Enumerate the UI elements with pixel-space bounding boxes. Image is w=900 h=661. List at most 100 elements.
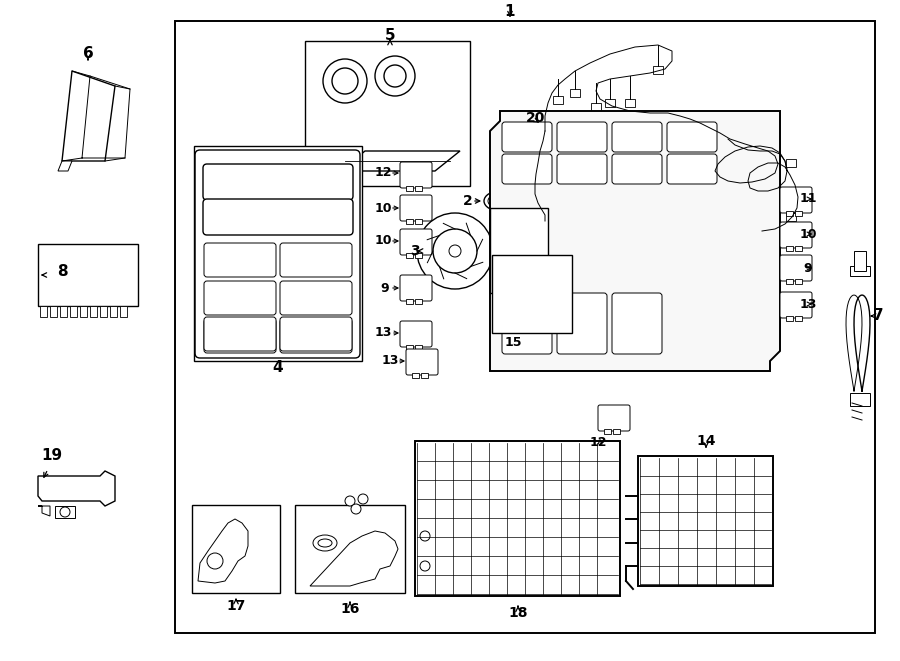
Polygon shape [850,393,870,406]
Text: 11: 11 [799,192,817,206]
FancyBboxPatch shape [557,154,607,184]
Text: 13: 13 [374,327,392,340]
Bar [305,41,470,186]
FancyBboxPatch shape [280,243,352,277]
Polygon shape [854,251,866,271]
Bar [795,279,802,284]
Bar [492,255,572,333]
FancyBboxPatch shape [400,229,432,255]
Text: 3: 3 [410,244,419,258]
Polygon shape [62,71,115,161]
Polygon shape [58,161,72,171]
FancyBboxPatch shape [400,275,432,301]
Polygon shape [38,471,115,506]
Bar [406,253,413,258]
FancyBboxPatch shape [667,154,717,184]
Bar [192,505,280,593]
Polygon shape [490,111,780,371]
Text: 17: 17 [226,599,246,613]
Bar [604,429,611,434]
Bar [406,345,413,350]
Bar [412,373,419,378]
Bar [653,66,663,74]
Bar [90,306,97,317]
Circle shape [207,553,223,569]
Bar [50,306,57,317]
Polygon shape [340,151,460,171]
Ellipse shape [484,191,516,211]
Circle shape [384,65,406,87]
Text: 13: 13 [799,297,816,311]
Text: 18: 18 [508,606,527,620]
Bar [786,246,793,251]
Bar [194,146,362,361]
Bar [406,299,413,304]
Text: 1: 1 [505,3,515,19]
Polygon shape [55,506,75,518]
Circle shape [332,68,358,94]
Bar [60,306,67,317]
Text: 8: 8 [57,264,68,278]
Bar [38,244,138,306]
FancyBboxPatch shape [612,122,662,152]
Polygon shape [310,531,398,586]
FancyBboxPatch shape [598,405,630,431]
Bar [415,441,620,596]
Bar [786,187,796,195]
Circle shape [502,196,512,206]
Polygon shape [38,506,50,516]
Bar [40,306,47,317]
Circle shape [60,507,70,517]
Circle shape [323,59,367,103]
FancyBboxPatch shape [400,195,432,221]
Text: 9: 9 [804,262,813,274]
FancyBboxPatch shape [612,293,662,354]
FancyBboxPatch shape [557,122,607,152]
Circle shape [533,122,541,130]
Bar [786,316,793,321]
FancyBboxPatch shape [502,154,552,184]
Text: 20: 20 [526,111,545,125]
Bar [175,21,875,633]
FancyBboxPatch shape [612,154,662,184]
Text: 6: 6 [83,46,94,61]
FancyBboxPatch shape [502,293,552,354]
Text: 7: 7 [873,309,883,323]
Circle shape [433,229,477,273]
Text: 2: 2 [464,194,472,208]
Circle shape [488,196,498,206]
Bar [553,96,563,104]
Bar [415,345,422,350]
FancyBboxPatch shape [280,281,352,315]
FancyBboxPatch shape [203,164,353,200]
FancyBboxPatch shape [400,162,432,188]
FancyBboxPatch shape [557,293,607,354]
Bar [795,316,802,321]
FancyBboxPatch shape [780,255,812,281]
Circle shape [449,245,461,257]
Bar [120,306,127,317]
FancyBboxPatch shape [280,319,352,353]
Text: 12: 12 [590,436,607,449]
Bar [415,219,422,224]
FancyBboxPatch shape [780,187,812,213]
Bar [786,213,796,221]
Text: 16: 16 [340,602,360,616]
FancyBboxPatch shape [204,281,276,315]
FancyBboxPatch shape [667,122,717,152]
Text: 10: 10 [374,235,392,247]
FancyBboxPatch shape [780,292,812,318]
Bar [795,246,802,251]
Ellipse shape [313,535,337,551]
Bar [570,89,580,97]
Circle shape [351,504,361,514]
Bar [110,306,117,317]
FancyBboxPatch shape [204,243,276,277]
FancyBboxPatch shape [780,222,812,248]
FancyBboxPatch shape [203,199,353,235]
Text: 15: 15 [504,336,522,350]
Bar [638,456,773,586]
Text: 14: 14 [697,434,716,448]
Circle shape [420,561,430,571]
Bar [70,306,77,317]
